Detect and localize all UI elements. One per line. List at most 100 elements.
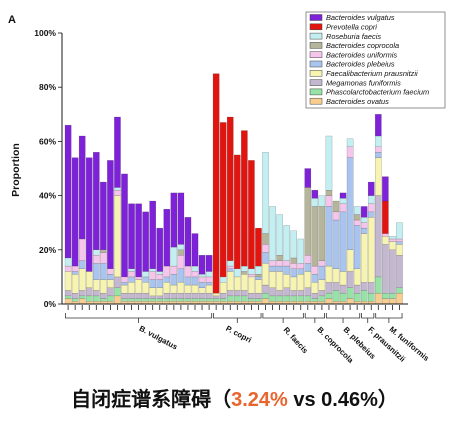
stacked-bar xyxy=(212,73,220,305)
bar-segment-megamonas-funiformis xyxy=(375,195,382,278)
stacked-bar xyxy=(205,255,213,305)
legend-label: Phascolarctobacterium faecium xyxy=(326,88,429,97)
bar-segment-faecalibacterium-prausnitzii xyxy=(339,271,347,286)
stacked-bar xyxy=(382,176,389,305)
bar-segment-megamonas-funiformis xyxy=(170,292,178,299)
stacked-bar xyxy=(396,222,403,305)
bar-segment-phascolarctobacterium-faecium xyxy=(339,292,347,302)
caption-highlight: 3.24% xyxy=(231,389,288,411)
stacked-bar xyxy=(234,154,241,305)
bar-segment-roseburia-faecis xyxy=(241,265,248,272)
bar-segment-roseburia-faecis xyxy=(149,268,156,272)
bar-segment-faecalibacterium-prausnitzii xyxy=(297,274,305,291)
bar-segment-bacteroides-ovatus xyxy=(346,298,354,305)
bar-segment-bacteroides-ovatus xyxy=(325,298,333,305)
bar-segment-phascolarctobacterium-faecium xyxy=(283,295,290,302)
bar-segment-faecalibacterium-prausnitzii xyxy=(360,233,368,283)
bar-segment-bacteroides-uniformis xyxy=(262,244,269,253)
bar-segment-faecalibacterium-prausnitzii xyxy=(191,284,199,294)
stacked-bar xyxy=(283,225,290,305)
legend-box xyxy=(305,11,446,109)
legend-label: Bacteroides ovatus xyxy=(326,97,389,106)
bar-segment-megamonas-funiformis xyxy=(346,271,354,288)
bar-segment-bacteroides-uniformis xyxy=(184,265,192,278)
bar-segment-megamonas-funiformis xyxy=(339,284,347,294)
bar-segment-bacteroides-plebeius xyxy=(290,268,297,278)
bar-segment-bacteroides-vulgatus xyxy=(339,192,347,199)
bar-segment-megamonas-funiformis xyxy=(353,284,361,294)
y-axis-title: Proportion xyxy=(10,143,22,197)
bar-segment-bacteroides-coprocola xyxy=(255,274,262,278)
bar-segment-bacteroides-coprocola xyxy=(100,249,107,253)
bar-segment-bacteroides-vulgatus xyxy=(170,192,178,248)
bar-segment-roseburia-faecis xyxy=(269,206,276,261)
bar-segment-phascolarctobacterium-faecium xyxy=(170,298,178,302)
bar-segment-bacteroides-uniformis xyxy=(149,271,156,280)
bar-segment-faecalibacterium-prausnitzii xyxy=(198,287,206,294)
stacked-bar xyxy=(219,122,227,305)
bar-segment-faecalibacterium-prausnitzii xyxy=(142,282,149,294)
bar-segment-roseburia-faecis xyxy=(234,268,241,278)
bar-segment-phascolarctobacterium-faecium xyxy=(396,287,403,294)
bar-segment-megamonas-funiformis xyxy=(255,292,262,299)
bar-segment-bacteroides-uniformis xyxy=(128,271,135,278)
bar-segment-bacteroides-plebeius xyxy=(276,265,283,272)
bar-segment-megamonas-funiformis xyxy=(107,287,114,297)
bar-segment-bacteroides-uniformis xyxy=(332,211,340,221)
bar-segment-prevotella-copri xyxy=(241,130,248,267)
bar-segment-roseburia-faecis xyxy=(346,138,354,147)
bar-segment-bacteroides-plebeius xyxy=(128,276,135,283)
bar-segment-bacteroides-plebeius xyxy=(191,276,199,286)
stacked-bar xyxy=(226,116,234,305)
bar-segment-faecalibacterium-prausnitzii xyxy=(367,217,375,283)
bar-segment-faecalibacterium-prausnitzii xyxy=(219,282,227,294)
bar-segment-bacteroides-plebeius xyxy=(297,268,305,275)
bar-segment-roseburia-faecis xyxy=(276,214,283,256)
stacked-bar xyxy=(163,208,171,305)
stacked-bar xyxy=(198,255,206,305)
stacked-bar xyxy=(269,206,276,305)
bar-segment-megamonas-funiformis xyxy=(318,290,326,297)
stacked-bar xyxy=(142,211,149,305)
bar-segment-bacteroides-uniformis xyxy=(71,265,79,272)
bar-segment-phascolarctobacterium-faecium xyxy=(367,292,375,302)
bar-segment-bacteroides-plebeius xyxy=(346,157,354,250)
bar-segment-faecalibacterium-prausnitzii xyxy=(85,271,93,288)
bar-segment-roseburia-faecis xyxy=(311,198,319,207)
bar-segment-bacteroides-uniformis xyxy=(367,203,375,213)
bar-segment-megamonas-funiformis xyxy=(241,290,248,297)
legend-swatch xyxy=(309,88,323,96)
bar-segment-bacteroides-vulgatus xyxy=(382,176,389,202)
group-bracket xyxy=(375,313,403,323)
bar-segment-faecalibacterium-prausnitzii xyxy=(346,249,354,272)
stacked-bar xyxy=(114,116,121,305)
bar-segment-phascolarctobacterium-faecium xyxy=(107,295,114,302)
legend-item: Roseburia faecis xyxy=(309,32,381,41)
bar-segment-bacteroides-vulgatus xyxy=(93,152,100,250)
bar-segment-phascolarctobacterium-faecium xyxy=(135,298,142,302)
bar-segment-bacteroides-uniformis xyxy=(64,265,72,272)
bar-segment-phascolarctobacterium-faecium xyxy=(360,290,368,302)
bar-segment-megamonas-funiformis xyxy=(304,287,312,297)
bar-segment-bacteroides-plebeius xyxy=(142,276,149,283)
bar-segment-bacteroides-uniformis xyxy=(121,276,128,283)
bar-segment-phascolarctobacterium-faecium xyxy=(353,292,361,302)
bar-segment-faecalibacterium-prausnitzii xyxy=(353,268,361,286)
bar-segment-megamonas-funiformis xyxy=(396,255,403,288)
bar-segment-faecalibacterium-prausnitzii xyxy=(389,241,396,250)
bar-segment-bacteroides-vulgatus xyxy=(100,181,107,250)
bar-segment-phascolarctobacterium-faecium xyxy=(290,295,297,302)
bar-segment-roseburia-faecis xyxy=(283,225,290,261)
legend-item: Megamonas funiformis xyxy=(309,78,401,87)
stacked-bar xyxy=(375,114,382,305)
bar-segment-bacteroides-coprocola xyxy=(262,233,269,245)
bar-segment-bacteroides-uniformis xyxy=(389,238,396,242)
bar-segment-faecalibacterium-prausnitzii xyxy=(290,276,297,291)
y-tick-label: 100% xyxy=(34,28,56,38)
y-tick-label: 80% xyxy=(39,82,56,92)
y-tick-label: 20% xyxy=(39,245,56,255)
bar-segment-bacteroides-coprocola xyxy=(325,190,333,196)
bar-segment-bacteroides-ovatus xyxy=(78,298,86,305)
stacked-bar xyxy=(149,200,156,305)
group-bracket xyxy=(65,313,213,323)
